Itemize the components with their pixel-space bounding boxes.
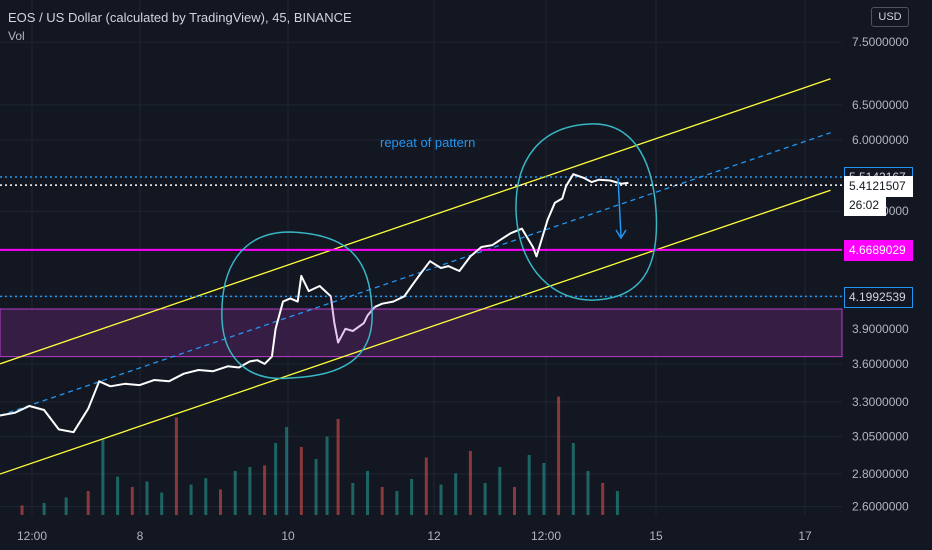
channel-mid-line: [0, 132, 831, 417]
volume-bar: [468, 451, 472, 515]
channel-lower-line: [0, 189, 831, 475]
volume-bar: [366, 471, 369, 515]
pattern-circle-left: [221, 231, 373, 380]
volume-bar: [586, 471, 590, 515]
volume-bar: [285, 427, 289, 515]
volume-bar: [410, 479, 414, 515]
volume-bar: [336, 419, 340, 515]
volume-bar: [542, 463, 546, 515]
volume-bar: [116, 476, 120, 515]
volume-bar: [395, 491, 399, 515]
volume-bars: [20, 396, 619, 515]
price-tick-label: 3.0500000: [852, 430, 909, 444]
price-tick-label: 2.6000000: [852, 499, 909, 513]
time-tick-label: 12:00: [531, 529, 561, 543]
channel-upper-line: [0, 78, 831, 365]
volume-bar: [557, 396, 561, 515]
volume-bar: [513, 487, 516, 515]
chart-title: EOS / US Dollar (calculated by TradingVi…: [8, 10, 352, 25]
price-line: [0, 274, 332, 434]
volume-bar: [571, 443, 575, 515]
volume-bar: [380, 487, 384, 515]
volume-bar: [299, 447, 303, 515]
projection-arrow: [615, 177, 627, 240]
price-tick-label: 3.3000000: [852, 395, 909, 409]
price-line: [374, 173, 629, 308]
time-tick-label: 15: [649, 529, 663, 543]
volume-bar: [439, 484, 443, 515]
volume-bar: [204, 478, 208, 515]
price-label: 4.1992539: [844, 286, 913, 308]
volume-bar: [248, 467, 252, 515]
time-tick-label: 10: [281, 529, 295, 543]
time-tick-label: 17: [798, 529, 812, 543]
volume-bar: [219, 489, 222, 515]
pattern-annotation: repeat of pattern: [380, 135, 475, 150]
price-label: 4.6689029: [844, 240, 913, 262]
volume-bar: [325, 436, 329, 515]
trend-channel: [0, 78, 831, 475]
currency-button[interactable]: USD: [871, 7, 909, 27]
volume-bar: [145, 481, 149, 515]
indicator-label[interactable]: Vol: [8, 29, 25, 43]
volume-bar: [274, 443, 278, 515]
price-label: 5.4121507: [844, 175, 913, 197]
price-tick-label: 7.5000000: [852, 35, 909, 49]
time-tick-label: 12:00: [17, 529, 47, 543]
pattern-circle-right: [515, 123, 658, 301]
volume-bar: [233, 471, 237, 515]
volume-bar: [20, 505, 24, 515]
volume-bar: [454, 473, 458, 515]
volume-bar: [498, 467, 502, 515]
time-tick-label: 12: [427, 529, 441, 543]
price-label: 26:02: [844, 194, 887, 216]
volume-bar: [174, 417, 178, 515]
price-tick-label: 6.0000000: [852, 133, 909, 147]
price-series: [0, 173, 629, 434]
volume-bar: [86, 491, 90, 515]
volume-bar: [424, 457, 428, 515]
volume-bar: [160, 492, 164, 515]
support-zone: [0, 308, 843, 358]
volume-bar: [483, 483, 487, 515]
volume-bar: [189, 484, 193, 515]
volume-bar: [42, 503, 46, 515]
volume-bar: [601, 483, 605, 515]
volume-bar: [314, 459, 318, 515]
price-tick-label: 3.6000000: [852, 357, 909, 371]
time-tick-label: 8: [137, 529, 144, 543]
volume-bar: [615, 491, 619, 515]
price-tick-label: 6.5000000: [852, 98, 909, 112]
price-tick-label: 3.9000000: [852, 322, 909, 336]
price-line: [329, 296, 376, 344]
volume-bar: [64, 497, 68, 515]
time-axis[interactable]: 12:00 8 10 12 12:00 15 17: [17, 529, 812, 543]
volume-bar: [130, 487, 134, 515]
volume-bar: [101, 439, 105, 515]
pattern-circles: [221, 123, 658, 380]
support-zone-rect: [0, 308, 843, 358]
volume-bar: [351, 483, 355, 515]
price-tick-label: 2.8000000: [852, 467, 909, 481]
horizontal-levels: [0, 176, 842, 298]
volume-bar: [263, 465, 267, 515]
grid: [0, 0, 842, 515]
volume-bar: [527, 455, 531, 515]
